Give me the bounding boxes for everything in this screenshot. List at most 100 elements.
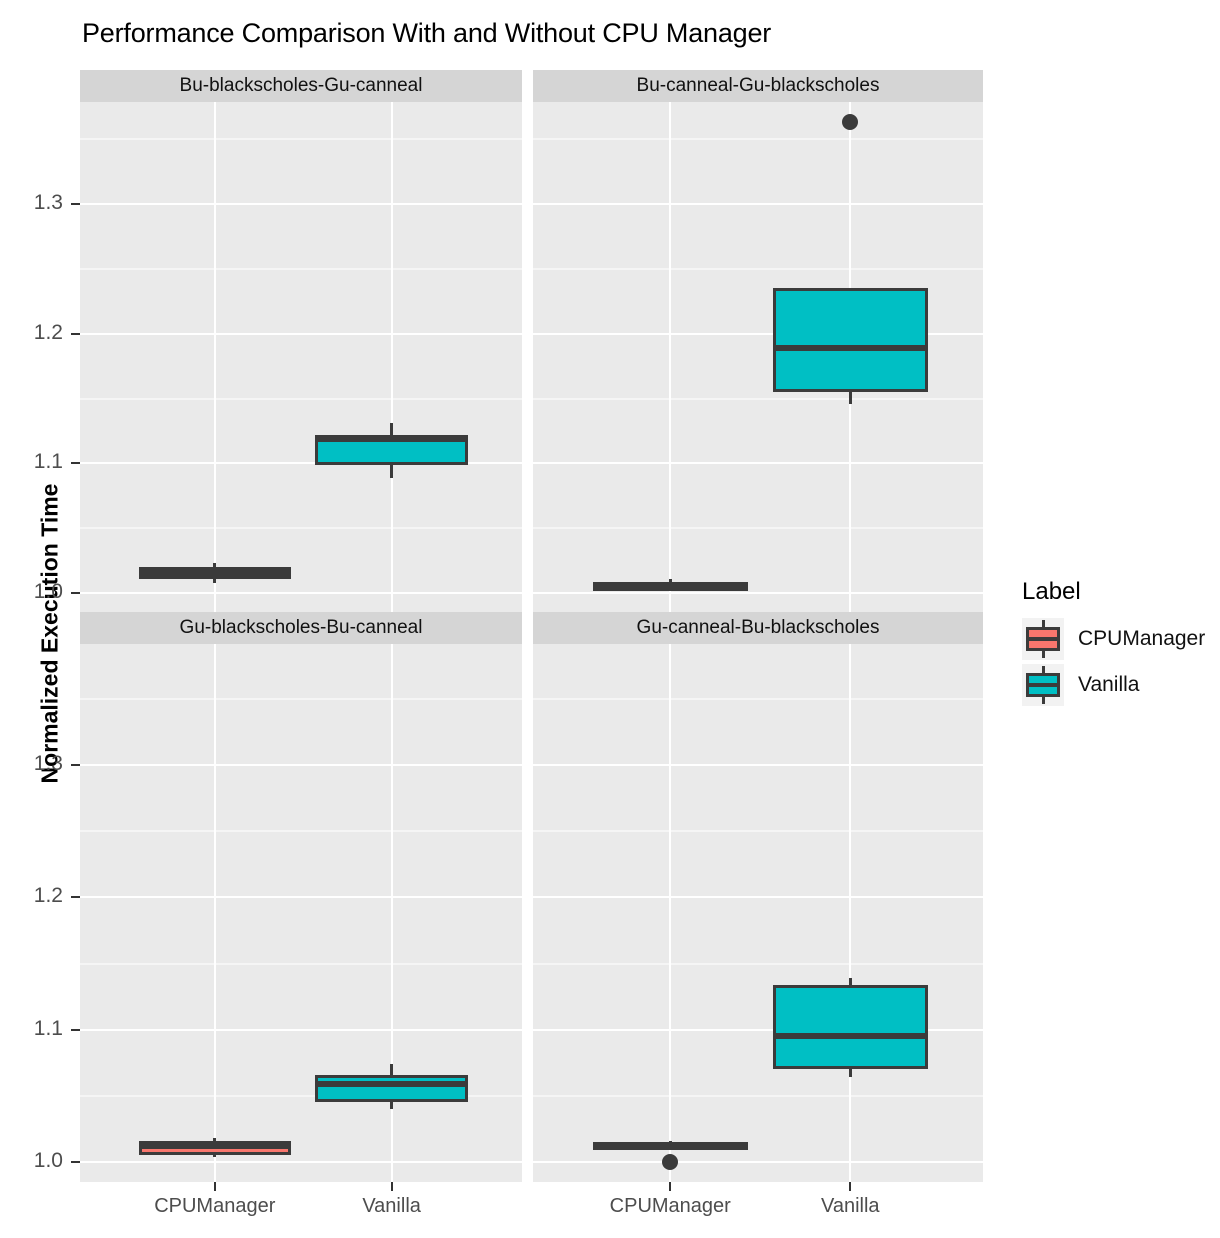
gridline-minor: [533, 267, 983, 270]
y-tick-mark: [71, 764, 80, 766]
gridline-minor: [80, 138, 522, 141]
gridline-minor: [533, 527, 983, 530]
gridline-minor: [80, 830, 522, 833]
y-tick-label: 1.1: [33, 1016, 63, 1040]
legend-item-label: CPUManager: [1078, 627, 1206, 650]
gridline-major: [533, 896, 983, 899]
boxplot-median-line: [592, 1142, 748, 1149]
facet-panel: [80, 102, 522, 612]
gridline-minor: [80, 1094, 522, 1097]
whisker-upper: [390, 423, 394, 435]
facet-strip-label: Bu-canneal-Gu-blackscholes: [533, 70, 983, 102]
y-tick-mark: [71, 896, 80, 899]
gridline-minor: [533, 697, 983, 700]
gridline-minor: [80, 267, 522, 270]
gridline-minor: [80, 527, 522, 530]
gridline-major: [533, 592, 983, 594]
y-tick-label: 1.2: [33, 884, 63, 908]
gridline-major: [80, 203, 522, 205]
whisker-upper: [848, 978, 852, 985]
y-tick-mark: [71, 332, 80, 335]
boxplot-median-line: [772, 344, 928, 351]
whisker-lower: [213, 1155, 217, 1157]
gridline-minor: [80, 962, 522, 965]
gridline-major: [533, 764, 983, 766]
facet-strip-label: Gu-blackscholes-Bu-canneal: [80, 612, 522, 644]
gridline-major: [80, 1161, 522, 1163]
boxplot-median-line: [592, 581, 748, 588]
boxplot-box: [772, 288, 928, 392]
gridline-vertical: [669, 102, 672, 612]
whisker-lower: [848, 392, 852, 404]
legend-median-line: [1026, 637, 1060, 641]
gridline-minor: [533, 962, 983, 965]
page-title: Performance Comparison With and Without …: [82, 18, 772, 48]
gridline-vertical: [390, 644, 393, 1182]
whisker-lower: [213, 578, 217, 583]
whisker-upper: [213, 1138, 217, 1141]
whisker-lower: [390, 1102, 394, 1110]
y-tick-mark: [71, 1161, 80, 1163]
x-tick-label: CPUManager: [154, 1195, 276, 1217]
gridline-major: [80, 764, 522, 766]
gridline-vertical: [669, 644, 672, 1182]
boxplot-box: [772, 984, 928, 1070]
gridline-minor: [533, 830, 983, 833]
x-tick-mark: [849, 1182, 852, 1191]
legend-key-swatch: [1022, 618, 1064, 660]
y-tick-mark: [71, 203, 80, 205]
x-tick-mark: [213, 1182, 216, 1191]
legend-title: Label: [1022, 578, 1081, 605]
gridline-minor: [533, 397, 983, 400]
gridline-major: [533, 203, 983, 205]
whisker-upper: [668, 1140, 672, 1143]
y-tick-label: 1.0: [33, 1149, 63, 1172]
y-tick-label: 1.0: [33, 580, 63, 603]
gridline-vertical: [849, 644, 852, 1182]
gridline-vertical: [390, 102, 393, 612]
boxplot-median-line: [772, 1033, 928, 1040]
whisker-upper: [213, 563, 217, 568]
y-tick-mark: [71, 1028, 80, 1031]
legend-median-line: [1026, 683, 1060, 687]
gridline-major: [80, 462, 522, 465]
gridline-minor: [533, 1094, 983, 1097]
boxplot-outlier-point: [662, 1154, 679, 1170]
boxplot-median-line: [138, 1143, 292, 1150]
gridline-vertical: [213, 102, 216, 612]
legend-key-swatch: [1022, 664, 1064, 706]
x-tick-mark: [390, 1182, 393, 1191]
x-tick-mark: [669, 1182, 672, 1191]
facet-strip-label: Gu-canneal-Bu-blackscholes: [533, 612, 983, 644]
y-tick-label: 1.3: [33, 752, 63, 775]
x-tick-label: CPUManager: [609, 1195, 731, 1217]
y-tick-mark: [71, 592, 80, 594]
legend-item[interactable]: CPUManager: [1022, 618, 1205, 660]
gridline-minor: [80, 397, 522, 400]
gridline-major: [80, 332, 522, 335]
gridline-minor: [80, 697, 522, 700]
legend-item-label: Vanilla: [1078, 673, 1140, 696]
boxplot-outlier-point: [842, 114, 859, 131]
gridline-major: [80, 896, 522, 899]
legend-whisker-upper: [1041, 620, 1045, 629]
facet-panel: [80, 644, 522, 1182]
x-tick-label: Vanilla: [820, 1195, 880, 1217]
facet-panel: [533, 102, 983, 612]
gridline-vertical: [213, 644, 216, 1182]
gridline-minor: [533, 138, 983, 141]
gridline-major: [533, 462, 983, 465]
x-tick-label: Vanilla: [362, 1195, 421, 1217]
gridline-major: [80, 592, 522, 594]
y-tick-label: 1.1: [33, 450, 63, 474]
whisker-lower: [390, 464, 394, 478]
facet-strip-label: Bu-blackscholes-Gu-canneal: [80, 70, 522, 102]
y-tick-label: 1.3: [33, 191, 63, 214]
gridline-major: [533, 332, 983, 335]
legend-whisker-lower: [1041, 695, 1045, 704]
legend-item[interactable]: Vanilla: [1022, 664, 1139, 706]
boxplot-box: [315, 1074, 468, 1103]
boxplot-median-line: [315, 435, 468, 442]
gridline-major: [533, 1161, 983, 1163]
